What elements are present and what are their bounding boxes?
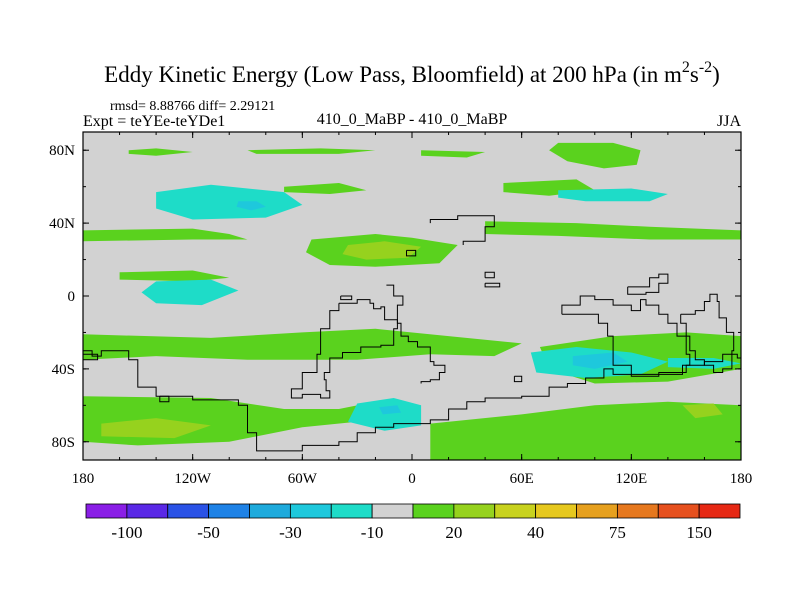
coastline-1	[429, 215, 495, 245]
contour-region-blue-core-indian-ocean	[572, 352, 628, 369]
coastline-11	[406, 249, 417, 257]
colorbar-box	[167, 503, 210, 519]
comparison-text: 410_0_MaBP - 410_0_MaBP	[317, 111, 508, 128]
contour-fills	[83, 142, 741, 460]
x-tick-label: 0	[408, 471, 416, 487]
x-tick-label: 120W	[174, 471, 212, 487]
contour-region-green-band-40n-east	[485, 221, 741, 240]
contour-region-green-patch-north-atlantic	[284, 183, 367, 194]
colorbar-box	[412, 503, 455, 519]
contour-region-blue-core-weddell	[379, 405, 401, 415]
x-tick-label: 60W	[288, 471, 318, 487]
season-text: JJA	[717, 113, 741, 130]
colorbar-box	[576, 503, 618, 519]
contour-region-yellow-core-south-east	[682, 403, 723, 419]
contour-region-teal-blob-weddell	[348, 398, 422, 431]
coastlines	[82, 215, 742, 452]
colorbar-box	[289, 503, 332, 519]
x-tick-label: 180	[72, 471, 95, 487]
coastline-3	[290, 299, 398, 399]
colorbar-box	[453, 503, 496, 519]
y-tick-label: 80N	[49, 143, 75, 159]
x-tick-label: 60E	[510, 471, 534, 487]
coastline-8	[484, 282, 501, 288]
colorbar-box	[535, 503, 577, 519]
chart-title: Eddy Kinetic Energy (Low Pass, Bloomfiel…	[104, 59, 720, 87]
coastline-4	[561, 295, 691, 375]
coastline-2	[386, 284, 446, 384]
colorbar-label: -100	[111, 523, 142, 542]
colorbar-labels: -100 -50 -30 -10 20 40 75 150	[111, 523, 712, 542]
coastline-5	[627, 273, 669, 295]
coastline-12	[513, 375, 523, 383]
y-tick-label: 40N	[49, 216, 75, 232]
contour-region-green-band-40n-west	[83, 228, 248, 242]
x-tick-label: 180	[730, 471, 753, 487]
contour-region-teal-blob-tropical-pacific	[141, 279, 239, 306]
colorbar-label: 20	[445, 523, 462, 542]
expt-text: Expt = teYEe-teYDe1	[83, 113, 225, 130]
axis-ticks: 180 120W 60W 0 60E 120E 180 80N 40N 0 40S 80S	[49, 132, 752, 487]
colorbar-label: -50	[197, 523, 220, 542]
coastline-6	[680, 293, 735, 373]
colorbar-box	[657, 503, 700, 519]
y-tick-label: 80S	[52, 435, 75, 451]
colorbar-box	[330, 503, 373, 519]
y-tick-label: 40S	[52, 362, 75, 378]
colorbar	[85, 503, 741, 519]
stats-text: rmsd= 8.88766 diff= 2.29121	[110, 99, 275, 114]
colorbar-box	[208, 503, 250, 519]
contour-region-teal-blob-north-asia	[558, 188, 668, 202]
contour-region-yellow-core-atlantic	[342, 241, 422, 260]
colorbar-label: 75	[609, 523, 626, 542]
colorbar-box	[371, 503, 414, 519]
colorbar-box	[698, 503, 741, 519]
contour-region-green-band-70s-east	[430, 401, 741, 460]
colorbar-label: 150	[686, 523, 712, 542]
contour-region-green-patch-tropical-pacific-north	[119, 270, 230, 282]
contour-region-yellow-core-south-pacific	[101, 418, 211, 439]
coastline-0	[83, 350, 742, 452]
y-tick-label: 0	[68, 289, 76, 305]
coastline-13	[159, 395, 170, 403]
colorbar-box	[126, 503, 169, 519]
colorbar-box	[249, 503, 291, 519]
x-tick-label: 120E	[615, 471, 647, 487]
colorbar-label: -30	[279, 523, 302, 542]
contour-region-blue-core-north-pacific	[236, 201, 266, 211]
colorbar-box	[616, 503, 659, 519]
coastline-7	[484, 271, 495, 279]
contour-region-teal-blob-north-pacific	[156, 184, 303, 220]
contour-region-green-patch-arctic-east	[549, 142, 641, 169]
colorbar-box	[85, 503, 128, 519]
colorbar-label: 40	[527, 523, 544, 542]
coastline-9	[340, 295, 353, 301]
contour-region-green-patch-arctic-west	[128, 148, 193, 156]
contour-region-green-patch-arctic-central	[247, 148, 376, 154]
contour-region-green-band-30s-west	[83, 328, 522, 360]
colorbar-label: -10	[361, 523, 384, 542]
colorbar-box	[494, 503, 537, 519]
contour-region-green-patch-arctic-mid	[421, 150, 486, 158]
